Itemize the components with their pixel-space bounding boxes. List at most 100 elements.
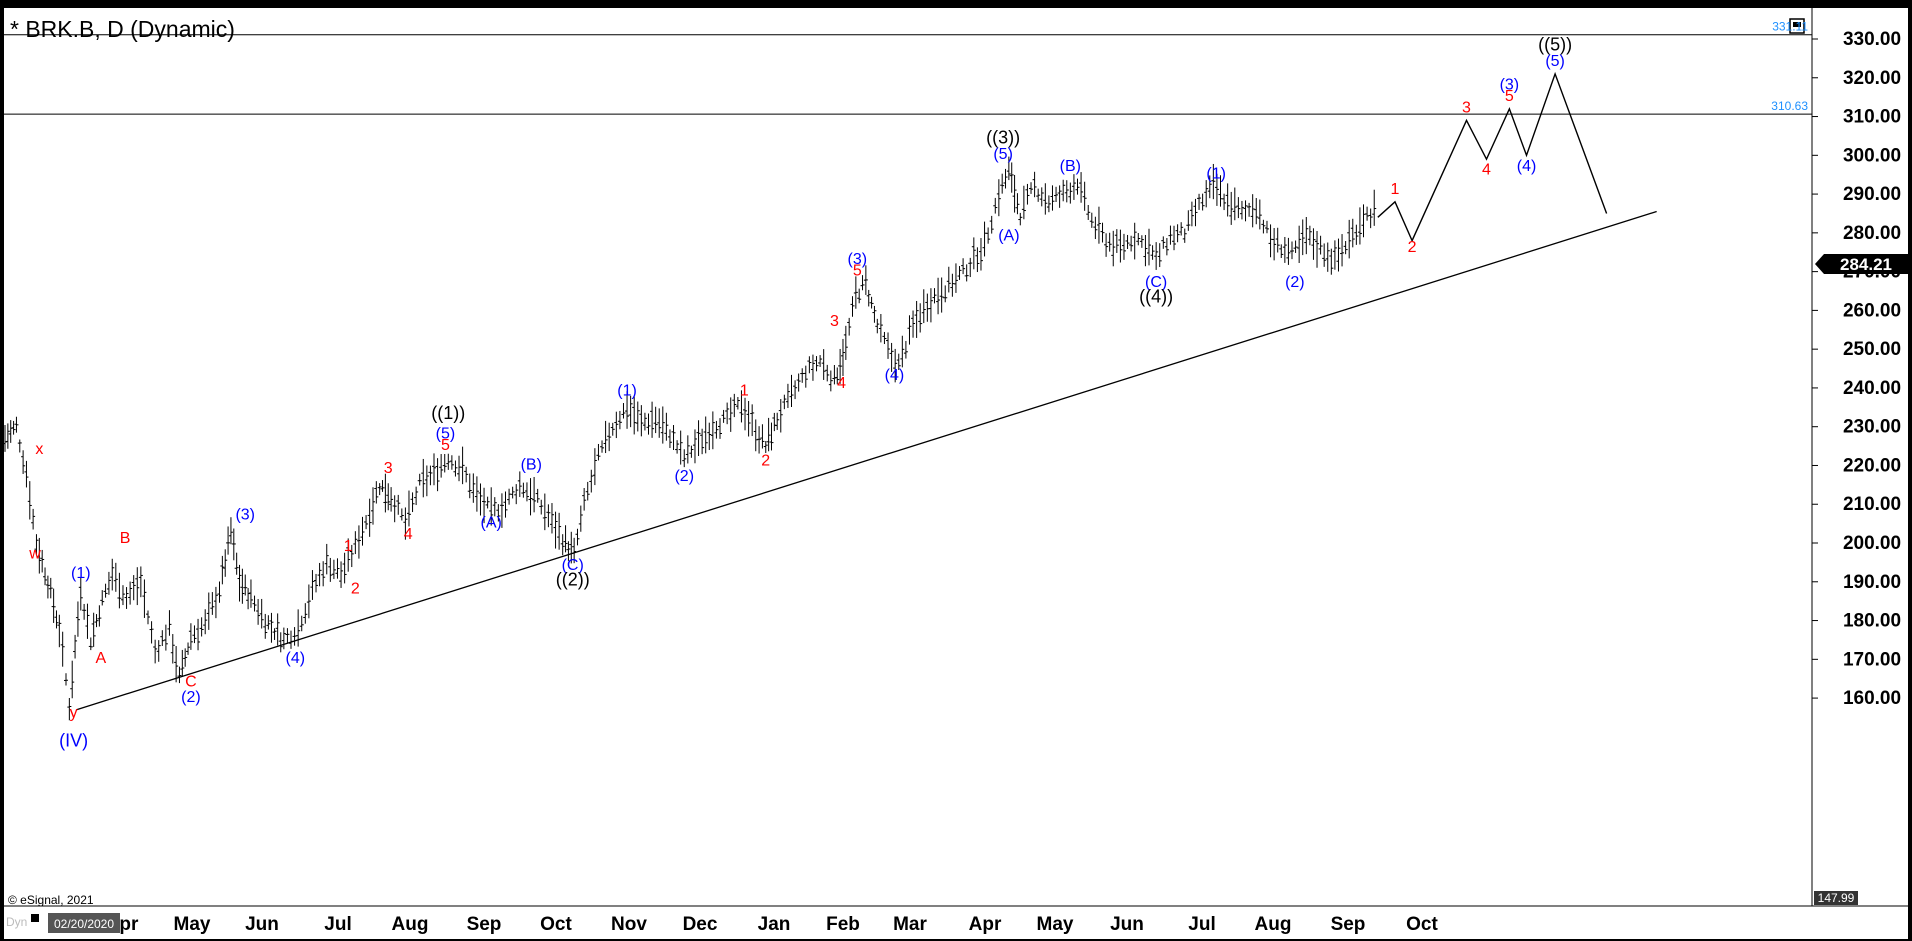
- wave-label: ((4)): [1139, 287, 1173, 307]
- x-month-label: Sep: [1331, 914, 1366, 935]
- date-cursor-box: 02/20/2020: [31, 913, 120, 933]
- y-tick-label: 290.00: [1843, 184, 1901, 205]
- last-price-badge: 284.21: [1815, 254, 1908, 274]
- y-tick-label: 330.00: [1843, 29, 1901, 50]
- wave-label: ((2)): [556, 570, 590, 590]
- wave-label: (A): [998, 228, 1019, 245]
- trendline-line: [76, 210, 1657, 711]
- wave-label: 3: [830, 313, 839, 330]
- wave-label: (4): [885, 367, 905, 384]
- x-month-label: Jul: [324, 914, 351, 935]
- x-month-label: Oct: [540, 914, 572, 935]
- x-month-label: May: [174, 914, 211, 935]
- wave-label: (B): [521, 456, 542, 473]
- wave-label: 2: [351, 580, 360, 597]
- wave-label: 4: [1482, 162, 1491, 179]
- y-tick-label: 190.00: [1843, 572, 1901, 593]
- wave-label: (4): [286, 650, 306, 667]
- wave-label: 4: [837, 375, 846, 392]
- wave-label: 3: [384, 460, 393, 477]
- date-box-label: 02/20/2020: [54, 917, 114, 931]
- ohlc-bars: [3, 156, 1377, 721]
- plot-area[interactable]: [4, 8, 1812, 906]
- x-month-label: Apr: [969, 914, 1002, 935]
- wave-label: (A): [481, 515, 502, 532]
- wave-label: 2: [1408, 239, 1417, 256]
- x-month-label: Aug: [392, 914, 429, 935]
- wave-label: (4): [1517, 158, 1537, 175]
- wave-label: 1: [344, 538, 353, 555]
- level-label: 310.63: [1771, 99, 1808, 113]
- x-month-label: Mar: [893, 914, 927, 935]
- y-tick-label: 260.00: [1843, 300, 1901, 321]
- wave-label: (B): [1060, 158, 1081, 175]
- wave-label: 4: [404, 526, 413, 543]
- copyright-label: © eSignal, 2021: [8, 893, 94, 907]
- wave-label: (5): [993, 146, 1013, 163]
- y-tick-label: 160.00: [1843, 688, 1901, 709]
- wave-label: (C): [1145, 274, 1167, 291]
- x-month-label: Feb: [826, 914, 860, 935]
- y-tick-label: 200.00: [1843, 533, 1901, 554]
- wave-label: (3): [1500, 76, 1520, 93]
- wave-label: 5: [853, 262, 862, 279]
- wave-label: B: [120, 530, 131, 547]
- wave-label: (2): [674, 468, 694, 485]
- y-tick-label: 230.00: [1843, 417, 1901, 438]
- wave-label: 1: [740, 383, 749, 400]
- wave-label: (1): [1206, 166, 1226, 183]
- y-tick-label: 220.00: [1843, 455, 1901, 476]
- wave-label: (1): [617, 383, 637, 400]
- y-tick-label: 170.00: [1843, 649, 1901, 670]
- wave-label: 3: [1462, 100, 1471, 117]
- x-axis-months: Apr May Jun Jul Aug Sep Oct Nov Dec Jan Feb Mar Apr M…: [106, 914, 1439, 935]
- trendline: [76, 210, 1657, 711]
- dyn-label: Dyn: [6, 915, 27, 929]
- chart-settings-icon[interactable]: [1789, 18, 1805, 34]
- x-month-label: Dec: [683, 914, 718, 935]
- wave-label: A: [95, 650, 106, 667]
- symbol-title: * BRK.B, D (Dynamic): [10, 16, 235, 42]
- x-month-label: Jul: [1188, 914, 1215, 935]
- axis-bottom-value: 147.99: [1818, 891, 1855, 905]
- wave-label: 5: [1505, 88, 1514, 105]
- last-price-label: 284.21: [1840, 255, 1892, 274]
- wave-label: (5): [1545, 53, 1565, 70]
- wave-label: (2): [181, 689, 201, 706]
- wave-label: C: [185, 673, 197, 690]
- wave-label: x: [35, 441, 43, 458]
- x-month-label: Jan: [758, 914, 791, 935]
- y-tick-label: 320.00: [1843, 68, 1901, 89]
- wave-label: ((3)): [986, 128, 1020, 148]
- y-tick-label: 210.00: [1843, 494, 1901, 515]
- y-axis-ticks: 160.00 170.00 180.00 190.00 200.00 210.00 220.…: [1812, 29, 1901, 709]
- x-month-label: Oct: [1406, 914, 1438, 935]
- x-month-label: Jun: [245, 914, 279, 935]
- level-label: 331.11: [1772, 20, 1808, 34]
- wave-label: (5): [436, 425, 456, 442]
- y-tick-label: 310.00: [1843, 107, 1901, 128]
- x-month-label: Sep: [467, 914, 502, 935]
- time-axis[interactable]: [4, 906, 1908, 939]
- wave-label: 5: [441, 437, 450, 454]
- wave-label: ((1)): [431, 403, 465, 423]
- wave-label: (1): [71, 565, 91, 582]
- x-month-label: May: [1037, 914, 1074, 935]
- wave-label: (2): [1285, 274, 1305, 291]
- wave-label: (3): [235, 507, 255, 524]
- x-month-label: Aug: [1255, 914, 1292, 935]
- wave-label: (C): [562, 557, 584, 574]
- price-axis[interactable]: [1812, 8, 1908, 906]
- wave-label: ((5)): [1538, 35, 1572, 55]
- projection-line: [1377, 71, 1608, 243]
- wave-label: w: [28, 546, 41, 563]
- x-month-label: Nov: [611, 914, 647, 935]
- axis-bottom-badge: 147.99: [1814, 891, 1858, 905]
- y-tick-label: 250.00: [1843, 339, 1901, 360]
- wave-label: (3): [847, 251, 867, 268]
- y-tick-label: 280.00: [1843, 223, 1901, 244]
- wave-labels: xw(1)ABy(IV)C(2)(3)(4)12345(5)((1))(A)(B…: [28, 35, 1572, 751]
- wave-label: y: [70, 704, 78, 721]
